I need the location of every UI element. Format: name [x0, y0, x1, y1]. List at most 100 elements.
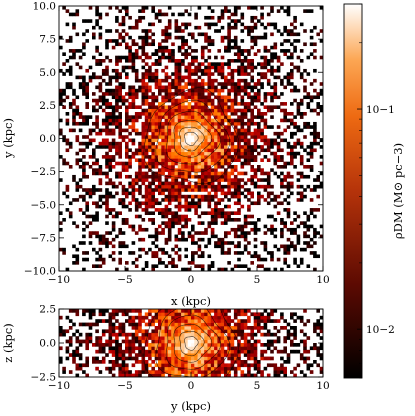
density-cell [273, 194, 278, 199]
density-cell [68, 214, 73, 219]
density-cell [220, 62, 225, 66]
density-cell [204, 184, 208, 189]
density-cell [214, 29, 218, 33]
density-cell [257, 315, 261, 320]
density-cell [200, 349, 205, 354]
density-cell [233, 315, 238, 320]
density-cell [207, 221, 212, 225]
density-cell [138, 171, 142, 176]
density-cell [250, 19, 254, 23]
density-cell [125, 363, 129, 368]
density-cell [257, 115, 261, 119]
density-cell [184, 65, 188, 70]
density-cell [78, 49, 83, 53]
density-cell [148, 204, 152, 209]
density-cell [290, 29, 294, 33]
density-cell [227, 261, 231, 265]
density-cell [247, 332, 251, 337]
density-cell [177, 25, 182, 30]
density-cell [260, 115, 264, 119]
density-cell [247, 251, 251, 255]
density-cell [313, 343, 317, 347]
density-cell [118, 171, 122, 176]
density-cell [263, 49, 268, 53]
density-cell [237, 49, 241, 53]
density-cell [283, 112, 287, 116]
density-cell [207, 78, 212, 83]
density-cell [138, 105, 142, 109]
density-cell [161, 339, 165, 344]
density-cell [237, 244, 241, 249]
density-cell [68, 319, 73, 323]
density-cell [181, 78, 185, 83]
density-cell [263, 188, 268, 192]
density-cell [115, 148, 119, 153]
density-cell [134, 188, 139, 192]
density-cell [105, 125, 109, 129]
density-cell [220, 356, 225, 361]
density-cell [151, 95, 155, 100]
density-cell [299, 115, 304, 119]
density-cell [290, 231, 294, 235]
density-cell [263, 121, 268, 126]
density-cell [194, 201, 198, 206]
density-cell [253, 251, 258, 255]
density-cell [247, 319, 251, 323]
density-cell [177, 343, 182, 347]
density-cell [197, 237, 202, 242]
density-cell [118, 55, 122, 60]
density-cell [194, 85, 198, 90]
density-cell [233, 264, 238, 268]
density-cell [247, 339, 251, 344]
density-cell [174, 141, 179, 146]
density-cell [167, 52, 172, 56]
density-cell [204, 112, 208, 116]
density-cell [85, 118, 89, 123]
density-cell [187, 349, 192, 354]
density-cell [283, 336, 287, 340]
density-cell [230, 165, 235, 169]
density-cell [174, 343, 179, 347]
density-cell [217, 346, 221, 351]
density-cell [306, 234, 311, 239]
density-cell [101, 257, 106, 262]
density-cell [181, 45, 185, 50]
density-cell [125, 98, 129, 103]
density-cell [273, 95, 278, 100]
density-cell [154, 138, 159, 143]
density-cell [191, 241, 195, 245]
density-cell [128, 55, 132, 60]
density-cell [82, 78, 86, 83]
density-cell [257, 329, 261, 334]
density-cell [65, 148, 70, 153]
density-cell [200, 373, 205, 377]
density-cell [204, 231, 208, 235]
density-cell [144, 141, 149, 146]
density-cell [174, 88, 179, 93]
density-cell [207, 241, 212, 245]
density-cell [128, 339, 132, 344]
density-cell [224, 85, 228, 90]
density-cell [177, 204, 182, 209]
density-cell [121, 39, 126, 43]
density-cell [191, 105, 195, 109]
density-cell [233, 227, 238, 232]
density-cell [144, 315, 149, 320]
density-cell [210, 88, 215, 93]
density-cell [220, 138, 225, 143]
density-cell [204, 356, 208, 361]
density-cell [59, 315, 63, 320]
density-cell [299, 141, 304, 146]
density-cell [108, 158, 113, 162]
density-cell [161, 366, 165, 371]
density-cell [306, 125, 311, 129]
density-cell [65, 315, 70, 320]
density-cell [171, 312, 175, 317]
density-cell [151, 267, 155, 271]
density-cell [233, 373, 238, 377]
density-cell [227, 128, 231, 133]
density-cell [240, 39, 245, 43]
density-cell [167, 135, 172, 139]
density-cell [131, 95, 136, 100]
density-cell [210, 319, 215, 323]
